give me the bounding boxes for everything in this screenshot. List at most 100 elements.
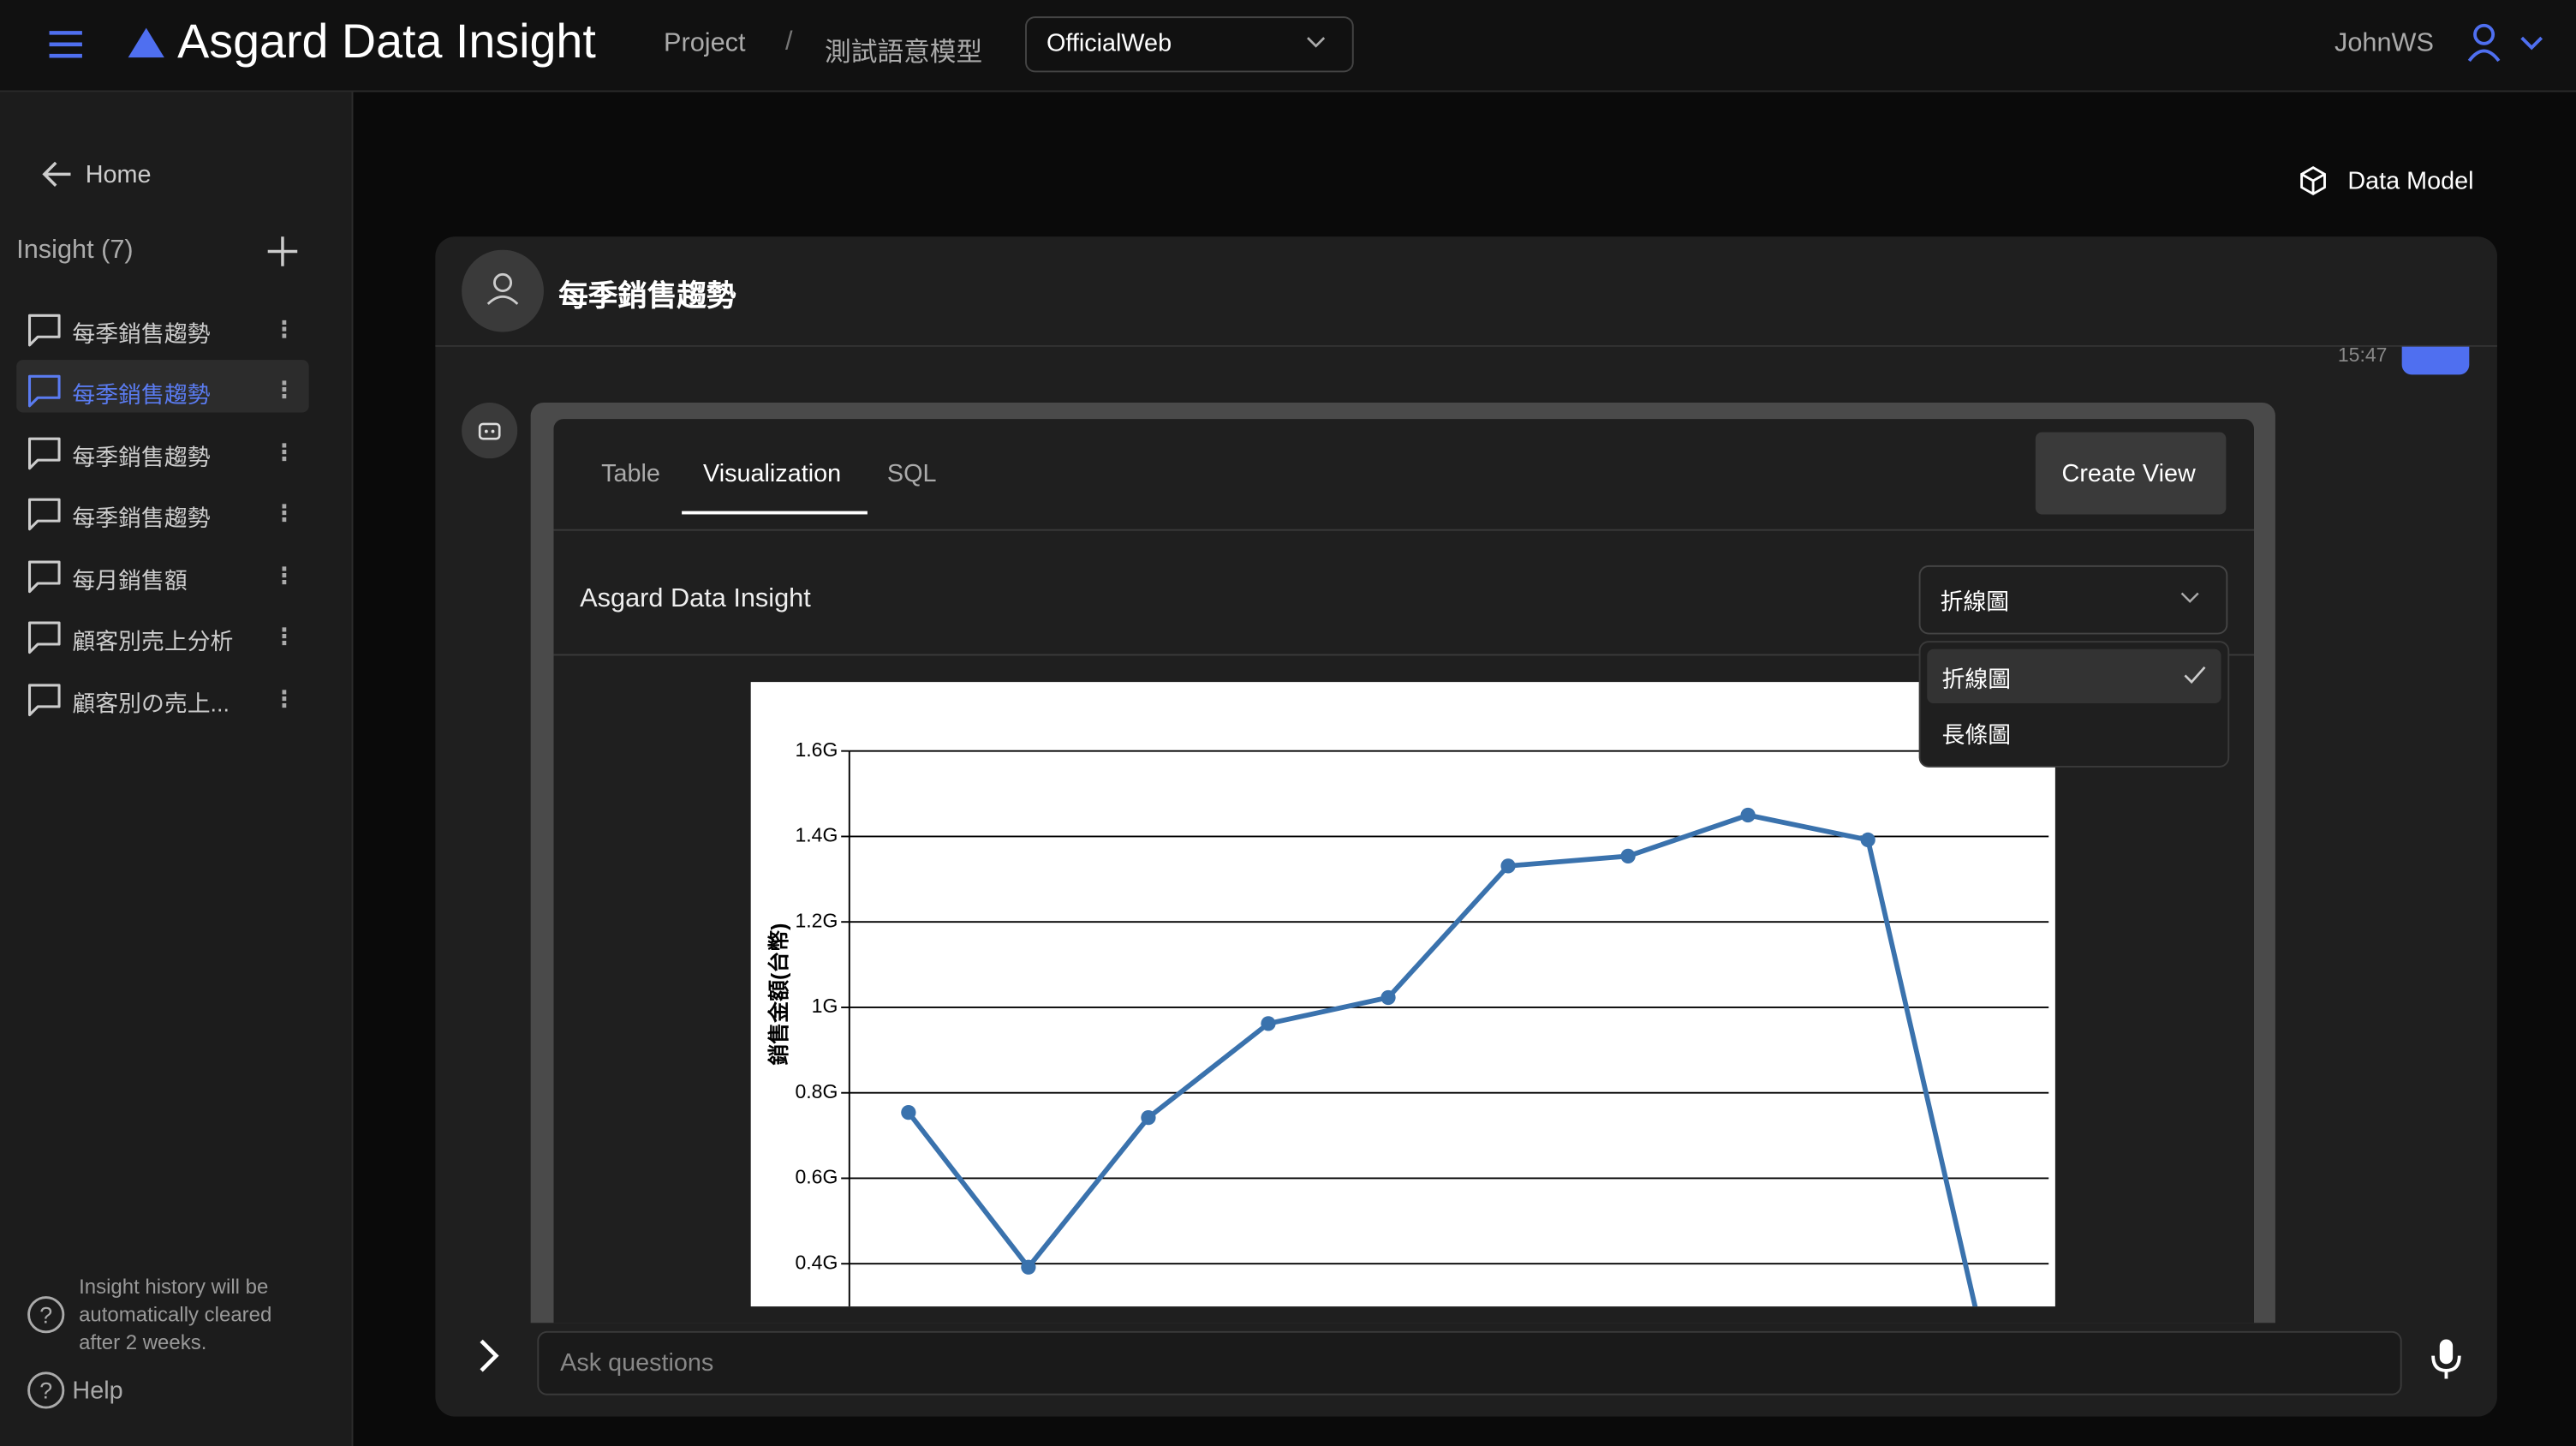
help-link[interactable]: Help — [72, 1377, 123, 1406]
y-tick-label: 1.2G — [795, 909, 838, 931]
item-label: 每季銷售趨勢 — [72, 320, 211, 347]
home-link[interactable]: Home — [85, 160, 152, 189]
help-icon: ? — [27, 1371, 65, 1409]
chat-icon — [27, 437, 61, 470]
svg-text:?: ? — [39, 1302, 52, 1328]
back-icon — [42, 161, 71, 187]
chart-type-select[interactable] — [1918, 565, 2228, 635]
timestamp: 15:47 — [2337, 343, 2388, 367]
sidebar — [0, 92, 354, 1446]
option-label: 折線圖 — [1941, 665, 2012, 692]
more-button[interactable]: ⋮ — [272, 499, 296, 526]
more-button[interactable]: ⋮ — [272, 439, 296, 465]
y-tick-label: 1G — [812, 995, 838, 1017]
point — [1620, 848, 1636, 864]
insight-item[interactable]: 每月銷售額 ⋮ — [27, 553, 306, 602]
check-icon — [2184, 666, 2206, 684]
chart-area — [750, 682, 2055, 1307]
insight-item[interactable]: 顧客別売上分析 ⋮ — [27, 613, 306, 663]
menu-button[interactable] — [46, 28, 86, 61]
question-header — [435, 236, 2497, 347]
tab[interactable]: Table — [601, 460, 660, 488]
input-placeholder: Ask questions — [560, 1348, 714, 1377]
chat-icon — [27, 684, 61, 717]
insight-heading: Insight (7) — [16, 236, 134, 265]
y-tick-label: 0.6G — [795, 1166, 838, 1188]
more-button[interactable]: ⋮ — [272, 315, 296, 343]
y-tick-label: 0.4G — [795, 1251, 838, 1273]
item-label: 每季銷售趨勢 — [72, 504, 211, 531]
select-value: OfficialWeb — [1046, 29, 1172, 58]
point — [1860, 832, 1875, 848]
chevron — [2180, 592, 2199, 603]
item-label: 每月銷售額 — [72, 566, 188, 594]
point — [1021, 1259, 1036, 1275]
logo — [128, 27, 164, 58]
line — [906, 812, 1978, 1307]
point — [1141, 1110, 1156, 1126]
point — [1380, 989, 1396, 1006]
mic-button[interactable] — [2428, 1338, 2464, 1381]
selected-item-bg — [16, 360, 309, 413]
project-select[interactable] — [1025, 16, 1354, 73]
point — [1500, 858, 1516, 874]
more-button[interactable]: ⋮ — [272, 376, 296, 403]
breadcrumb[interactable]: 測試語意模型 — [825, 39, 983, 68]
tab-active[interactable]: Visualization — [703, 460, 842, 488]
insight-item[interactable]: 每季銷售趨勢 ⋮ — [27, 490, 306, 540]
tab-underline — [682, 511, 868, 515]
tab[interactable]: SQL — [886, 460, 937, 488]
chat-icon — [27, 621, 61, 654]
create-view-button[interactable] — [2035, 432, 2227, 515]
dropdown-option-selected[interactable] — [1927, 648, 2221, 704]
item-label: 顧客別の売上... — [72, 690, 230, 717]
insight-item[interactable]: 顧客別の売上... ⋮ — [27, 675, 306, 725]
y-tick-label: 1.6G — [795, 738, 838, 761]
question: 每季銷售趨勢 — [558, 279, 736, 313]
item-label: 每季銷售趨勢 — [72, 443, 211, 470]
username: JohnWS — [2334, 29, 2435, 58]
svg-text:?: ? — [39, 1378, 52, 1404]
separator: / — [784, 27, 793, 57]
avatar — [462, 249, 544, 332]
chart: 銷售金額(台幣) 0.4G 0.6G 0.8G 1G 1.2G 1.4G 1.6G — [766, 738, 2049, 1307]
chart-title: Asgard Data Insight — [580, 584, 811, 613]
header — [0, 0, 2576, 93]
app-title: Asgard Data Insight — [177, 16, 596, 69]
insight-item[interactable]: 每季銷售趨勢 ⋮ — [27, 306, 306, 356]
item-label: 每季銷售趨勢 — [72, 381, 211, 408]
user-menu[interactable] — [2465, 21, 2550, 64]
data-model-button[interactable]: Data Model — [2347, 167, 2474, 196]
insight-item[interactable]: 每季銷售趨勢 ⋮ — [27, 367, 306, 416]
point — [1261, 1016, 1276, 1031]
chat-icon — [27, 560, 61, 594]
breadcrumb[interactable]: Project — [664, 29, 746, 58]
more-button[interactable]: ⋮ — [272, 562, 296, 589]
more-button[interactable]: ⋮ — [272, 684, 296, 712]
chevron — [1307, 37, 1326, 48]
select-value: 折線圖 — [1940, 588, 2010, 615]
point — [1740, 807, 1756, 823]
info-icon: ? — [27, 1296, 65, 1334]
more-button[interactable]: ⋮ — [272, 623, 296, 649]
button-label: Create View — [2061, 460, 2196, 488]
add-button[interactable] — [266, 235, 299, 267]
y-axis-label: 銷售金額(台幣) — [766, 923, 791, 1066]
expand-icon[interactable] — [473, 1338, 505, 1374]
bot-icon — [462, 402, 518, 459]
chat-icon — [27, 498, 61, 531]
y-tick-label: 1.4G — [795, 824, 838, 846]
history-notice: Insight history will be automatically cl… — [79, 1275, 272, 1354]
chat-icon — [27, 314, 61, 347]
cube-icon — [2300, 166, 2326, 196]
y-tick-label: 0.8G — [795, 1080, 838, 1102]
option-label[interactable]: 長條圖 — [1941, 721, 2012, 748]
point — [901, 1105, 916, 1120]
divider — [553, 529, 2254, 531]
chat-icon — [27, 374, 61, 408]
question-input[interactable] — [537, 1330, 2402, 1395]
divider — [553, 654, 2254, 656]
insight-item[interactable]: 每季銷售趨勢 ⋮ — [27, 429, 306, 479]
